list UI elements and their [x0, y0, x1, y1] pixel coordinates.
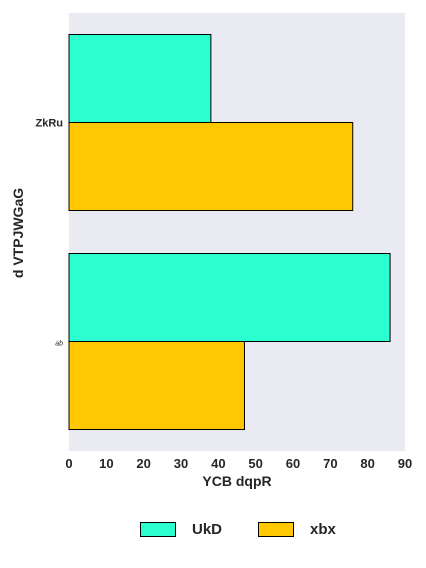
x-tick-label-8: 80 [360, 456, 374, 471]
bar-xbx-1 [68, 341, 245, 430]
x-tick-label-9: 90 [398, 456, 412, 471]
y-axis-title: d VTPJWGaG [10, 188, 26, 278]
bar-xbx-0 [68, 122, 354, 211]
bar-ukd-0 [68, 34, 212, 123]
legend-label-xbx: xbx [310, 520, 336, 538]
legend-item-ukd: UkD [140, 512, 222, 546]
x-tick-label-6: 60 [286, 456, 300, 471]
legend-swatch-ukd [140, 521, 176, 537]
legend-label-ukd: UkD [192, 520, 223, 538]
x-tick-label-4: 40 [211, 456, 225, 471]
legend: UkD xbx [0, 512, 426, 546]
x-ticks-group: 0 10 20 30 40 50 60 70 80 90 [65, 456, 412, 471]
x-tick-label-0: 0 [65, 456, 72, 471]
category-label-0: ZkRu [36, 118, 64, 130]
x-tick-label-1: 10 [99, 456, 113, 471]
legend-item-xbx: xbx [258, 512, 336, 546]
x-tick-label-7: 70 [323, 456, 337, 471]
bar-ukd-1 [68, 253, 391, 342]
x-tick-label-5: 50 [248, 456, 262, 471]
x-axis-title: YCB dqpR [202, 473, 271, 489]
x-tick-label-3: 30 [174, 456, 188, 471]
x-tick-label-2: 20 [136, 456, 150, 471]
category-label-1: ab [55, 341, 63, 348]
y-categories-group: ZkRu ab [36, 118, 64, 348]
legend-swatch-xbx [258, 521, 294, 537]
bars-group [68, 34, 391, 430]
